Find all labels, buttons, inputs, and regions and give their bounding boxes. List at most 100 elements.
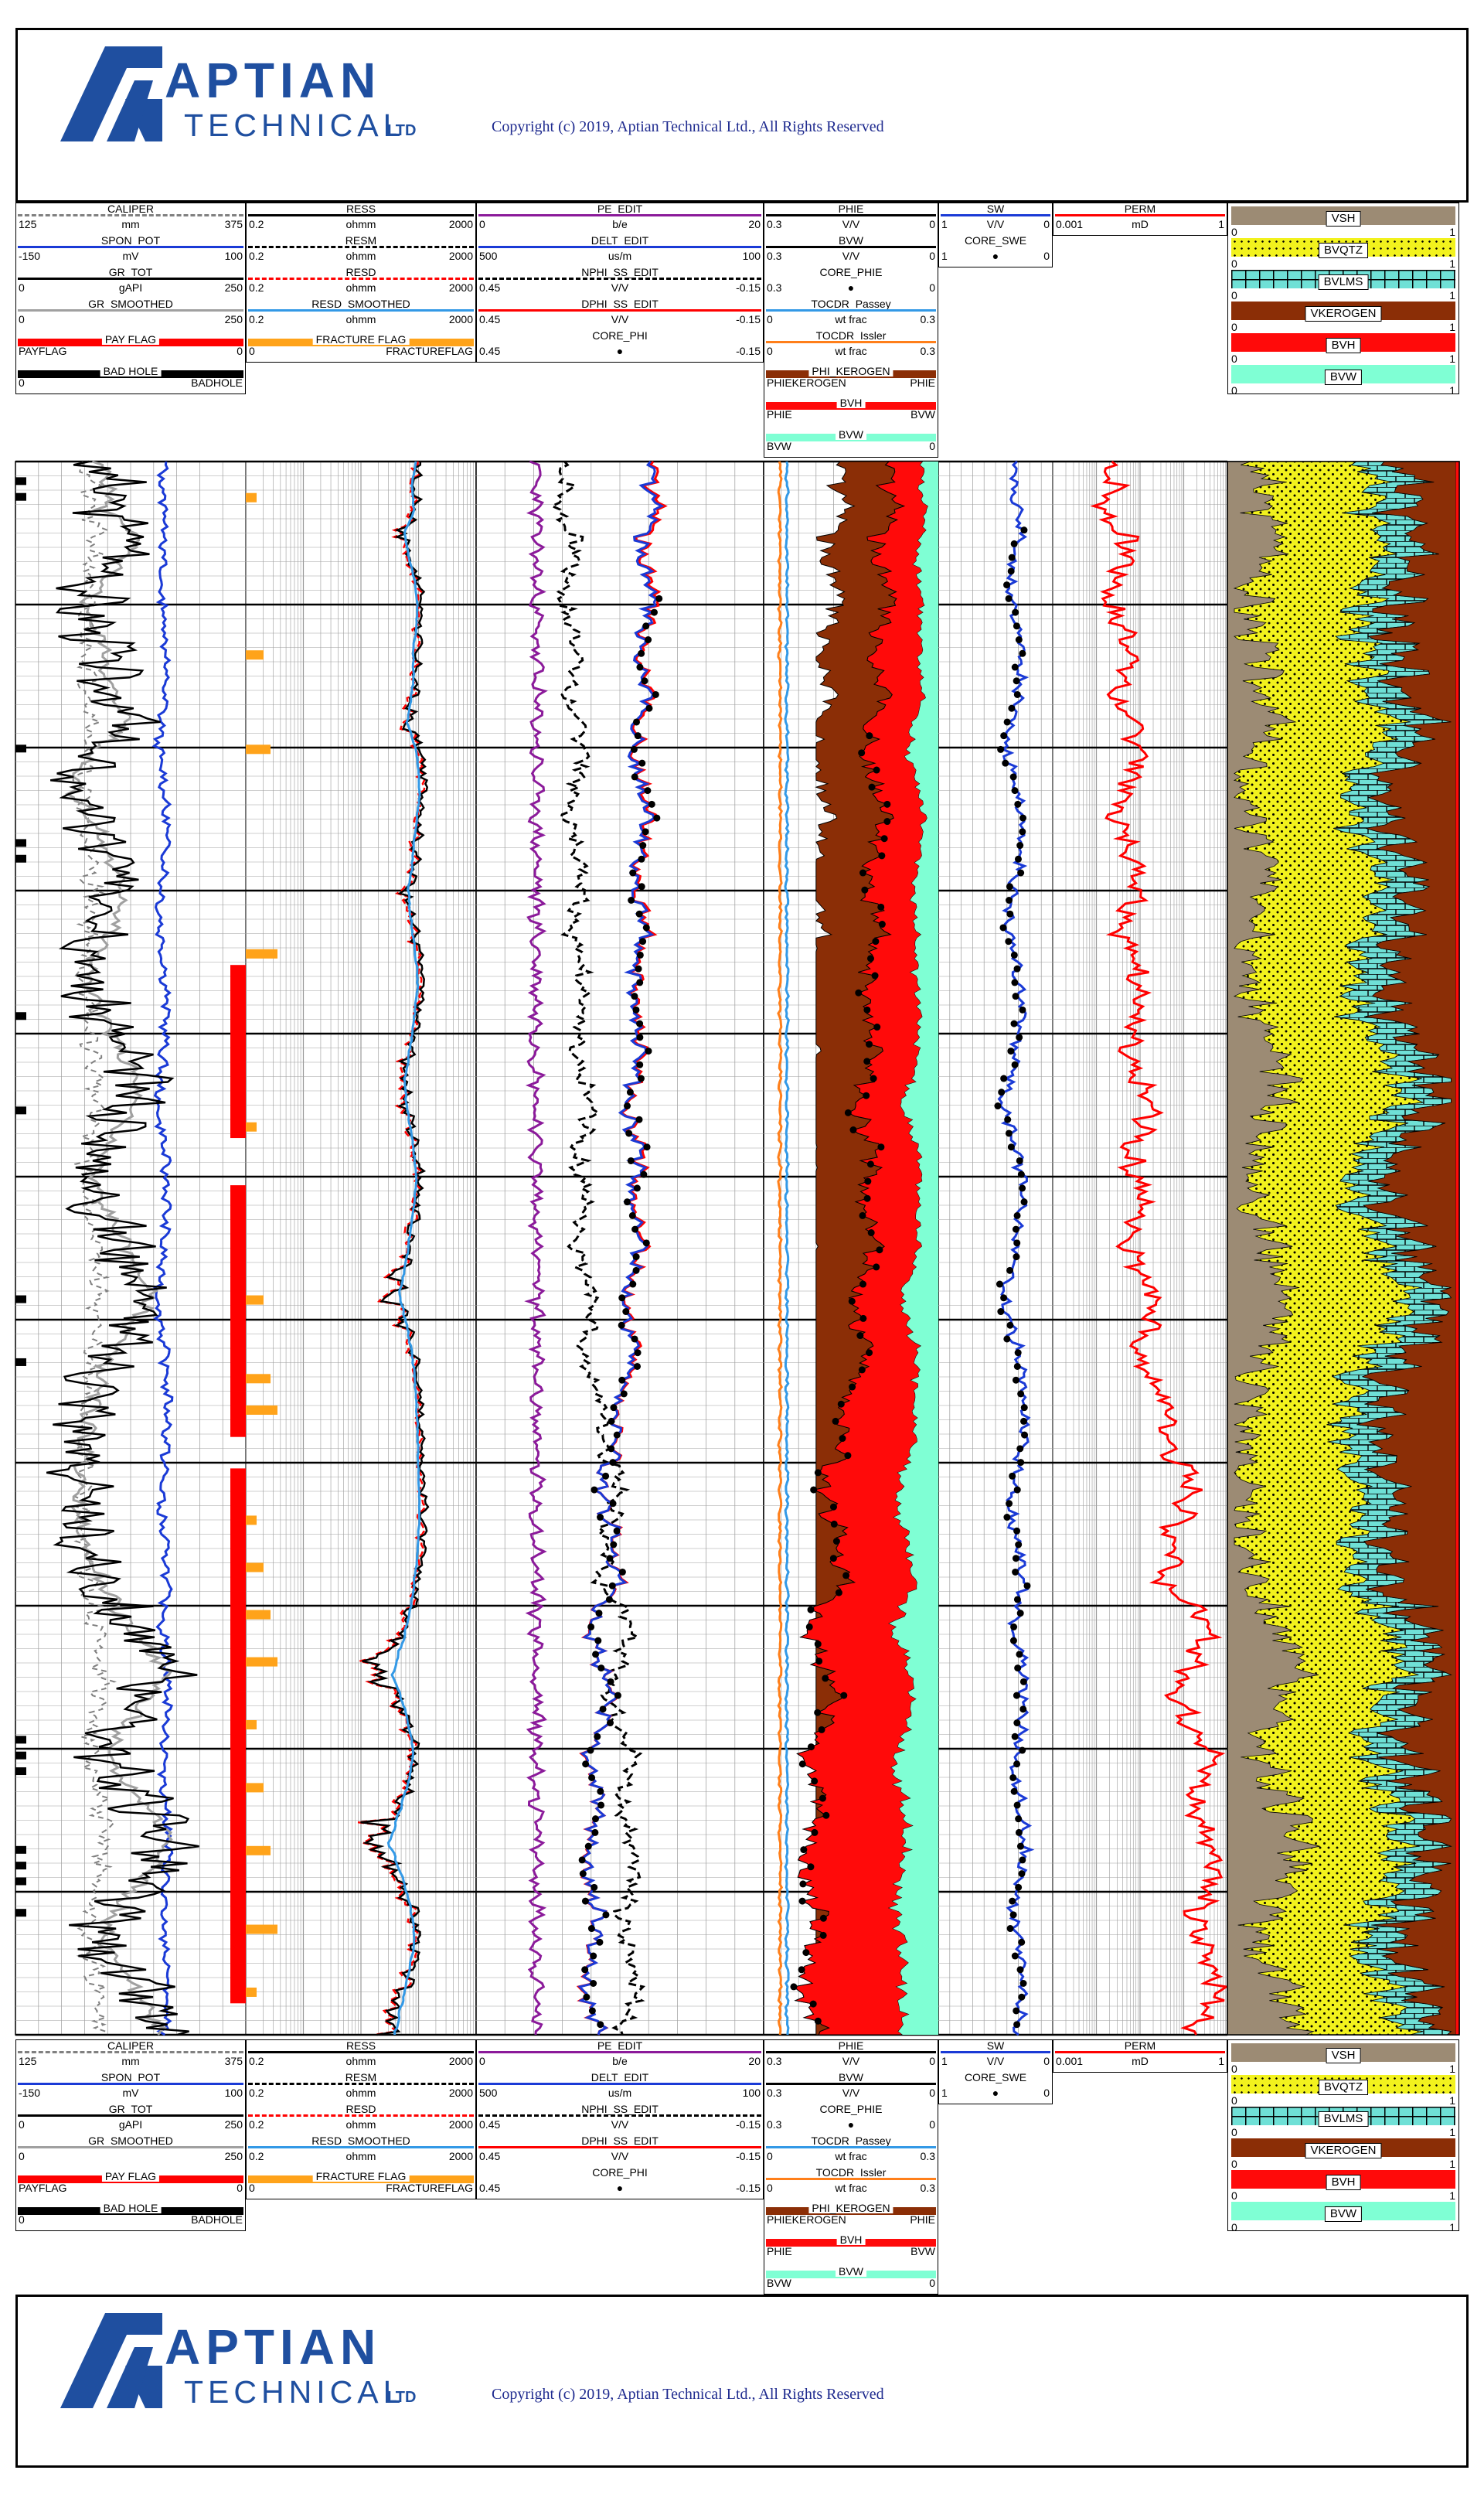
curve-name: CORE_PHI xyxy=(592,329,648,342)
core-phie-point xyxy=(814,1641,822,1648)
core-phi-point xyxy=(634,732,642,740)
curve-name: PAY FLAG xyxy=(101,2171,160,2182)
legend-vkerogen: VKEROGEN 0 1 xyxy=(1228,298,1458,333)
curve-unit: b/e xyxy=(612,218,628,230)
curve-name: SPON_POT xyxy=(100,2071,161,2083)
header-t3-bottom: PE_EDIT 0 b/e 20 DELT_EDIT 500 us/m 100 NPHI_SS_… xyxy=(476,2039,764,2199)
core-phi-point xyxy=(610,1541,618,1549)
core-phi-point xyxy=(581,1966,589,1974)
curve-min: PAYFLAG xyxy=(19,345,67,357)
core-phie-point xyxy=(798,1760,806,1768)
core-phi-point xyxy=(636,1061,644,1068)
core-phi-point xyxy=(588,1773,596,1781)
curve-min: 1 xyxy=(941,2055,948,2067)
core-phie-point xyxy=(877,1143,885,1151)
curve-max: BADHOLE xyxy=(191,2213,243,2226)
legend-max: 1 xyxy=(1449,289,1455,302)
curve-min: PAYFLAG xyxy=(19,2182,67,2194)
curve-line-sample xyxy=(248,309,474,312)
nphi-curve xyxy=(549,461,646,2036)
curve-max: FRACTUREFLAG xyxy=(386,345,473,357)
curve-name: DELT_EDIT xyxy=(591,2071,649,2083)
legend-swatch: BVH xyxy=(1231,2170,1455,2190)
legend-bvlms: BVLMS 0 1 xyxy=(1228,2104,1458,2138)
curve-min: 0.45 xyxy=(479,2182,501,2194)
core-swe-point xyxy=(1012,1376,1019,1384)
core-swe-point xyxy=(1019,814,1026,822)
header-t3-top: PE_EDIT 0 b/e 20 DELT_EDIT 500 us/m 100 NPHI_SS_… xyxy=(476,203,764,363)
core-swe-point xyxy=(1003,1335,1011,1343)
bad-hole-mark xyxy=(15,839,26,847)
core-phie-point xyxy=(859,869,866,877)
core-swe-point xyxy=(996,1280,1003,1288)
core-phi-point xyxy=(613,1527,621,1535)
curve-max: 0.3 xyxy=(920,345,935,357)
curve-min: 0.2 xyxy=(249,218,264,230)
core-phie-point xyxy=(807,1606,815,1613)
bad-hole-mark xyxy=(15,1106,26,1115)
core-phi-point xyxy=(609,1459,617,1467)
curve-unit: ● xyxy=(992,2087,999,2099)
curve-min: PHIE xyxy=(767,408,792,421)
curve-header-perm: PERM 0.001 mD 1 xyxy=(1053,203,1227,235)
core-swe-point xyxy=(1013,1239,1021,1247)
curve-line-sample xyxy=(248,246,474,248)
logo-suffix: LTD xyxy=(387,122,416,139)
core-swe-point xyxy=(1021,1431,1029,1439)
core-phie-point xyxy=(844,1109,852,1116)
fracture-flag-mark xyxy=(246,1374,271,1384)
core-swe-point xyxy=(1013,1211,1021,1219)
core-phie-point xyxy=(866,1041,873,1048)
fracture-flag-mark xyxy=(246,744,271,755)
curve-name: CALIPER xyxy=(107,2039,154,2052)
bad-hole-mark xyxy=(15,1012,26,1020)
core-swe-point xyxy=(1019,1979,1027,1987)
core-phi-point xyxy=(596,1938,604,1946)
curve-header-sw: SW 1 V/V 0 xyxy=(939,203,1052,235)
curve-min: -150 xyxy=(19,2087,41,2099)
core-phie-point xyxy=(819,1914,827,1922)
curve-unit: ohmm xyxy=(345,2055,376,2067)
curve-max: 2000 xyxy=(448,2087,473,2099)
curve-max: 0 xyxy=(929,2277,935,2289)
core-phi-point xyxy=(642,1239,650,1247)
curve-name: TOCDR_Passey xyxy=(811,2135,891,2147)
pay-flag-mark xyxy=(230,1185,246,1437)
curve-max: 0 xyxy=(929,440,935,452)
legend-swatch: VSH xyxy=(1231,2043,1455,2063)
legend-min: 0 xyxy=(1231,2221,1237,2233)
core-swe-point xyxy=(1012,1225,1019,1233)
header-t4-top: PHIE 0.3 V/V 0 BVW 0.3 V/V 0 CORE_PHIE 0.3 ● 0 TOCDR… xyxy=(764,203,938,458)
curve-unit: b/e xyxy=(612,2055,628,2067)
core-phie-point xyxy=(866,1160,874,1168)
curve-line-sample xyxy=(248,2083,474,2085)
core-phi-point xyxy=(642,924,650,932)
curve-min: 0 xyxy=(19,313,25,325)
bad-hole-mark xyxy=(15,1358,26,1366)
legend-max: 1 xyxy=(1449,2158,1455,2170)
core-phie-point xyxy=(878,921,886,928)
legend-swatch: VSH xyxy=(1231,206,1455,227)
bvw-fill xyxy=(889,462,938,2035)
core-phie-point xyxy=(867,1229,875,1237)
core-phi-point xyxy=(642,828,649,836)
curve-header-tocdr-passey: TOCDR_Passey 0 wt frac 0.3 xyxy=(764,298,938,330)
curve-max: 0 xyxy=(1043,250,1050,262)
core-phie-point xyxy=(873,766,880,774)
bad-hole-mark xyxy=(15,492,26,501)
curve-max: FRACTUREFLAG xyxy=(386,2182,473,2194)
legend-min: 0 xyxy=(1231,226,1237,238)
curve-max: 0 xyxy=(1043,2055,1050,2067)
curve-name: CORE_PHI xyxy=(592,2166,648,2179)
core-swe-point xyxy=(1016,1445,1024,1453)
curve-header-gr-smoothed: GR_SMOOTHED 0 250 xyxy=(16,298,245,330)
core-phie-point xyxy=(866,1349,873,1357)
header-t6-bottom: PERM 0.001 mD 1 xyxy=(1053,2039,1227,2073)
header-t7-top: VSH 0 1 BVQTZ 0 1 BVLMS 0 1 VKEROGEN 0 1 BVH 0 1 BVW 0 1 xyxy=(1227,203,1459,397)
core-phi-point xyxy=(607,1719,614,1727)
core-phi-point xyxy=(636,1020,644,1027)
curve-name: RESM xyxy=(345,234,377,247)
core-phi-point xyxy=(602,1911,610,1919)
core-phie-point xyxy=(866,955,874,963)
